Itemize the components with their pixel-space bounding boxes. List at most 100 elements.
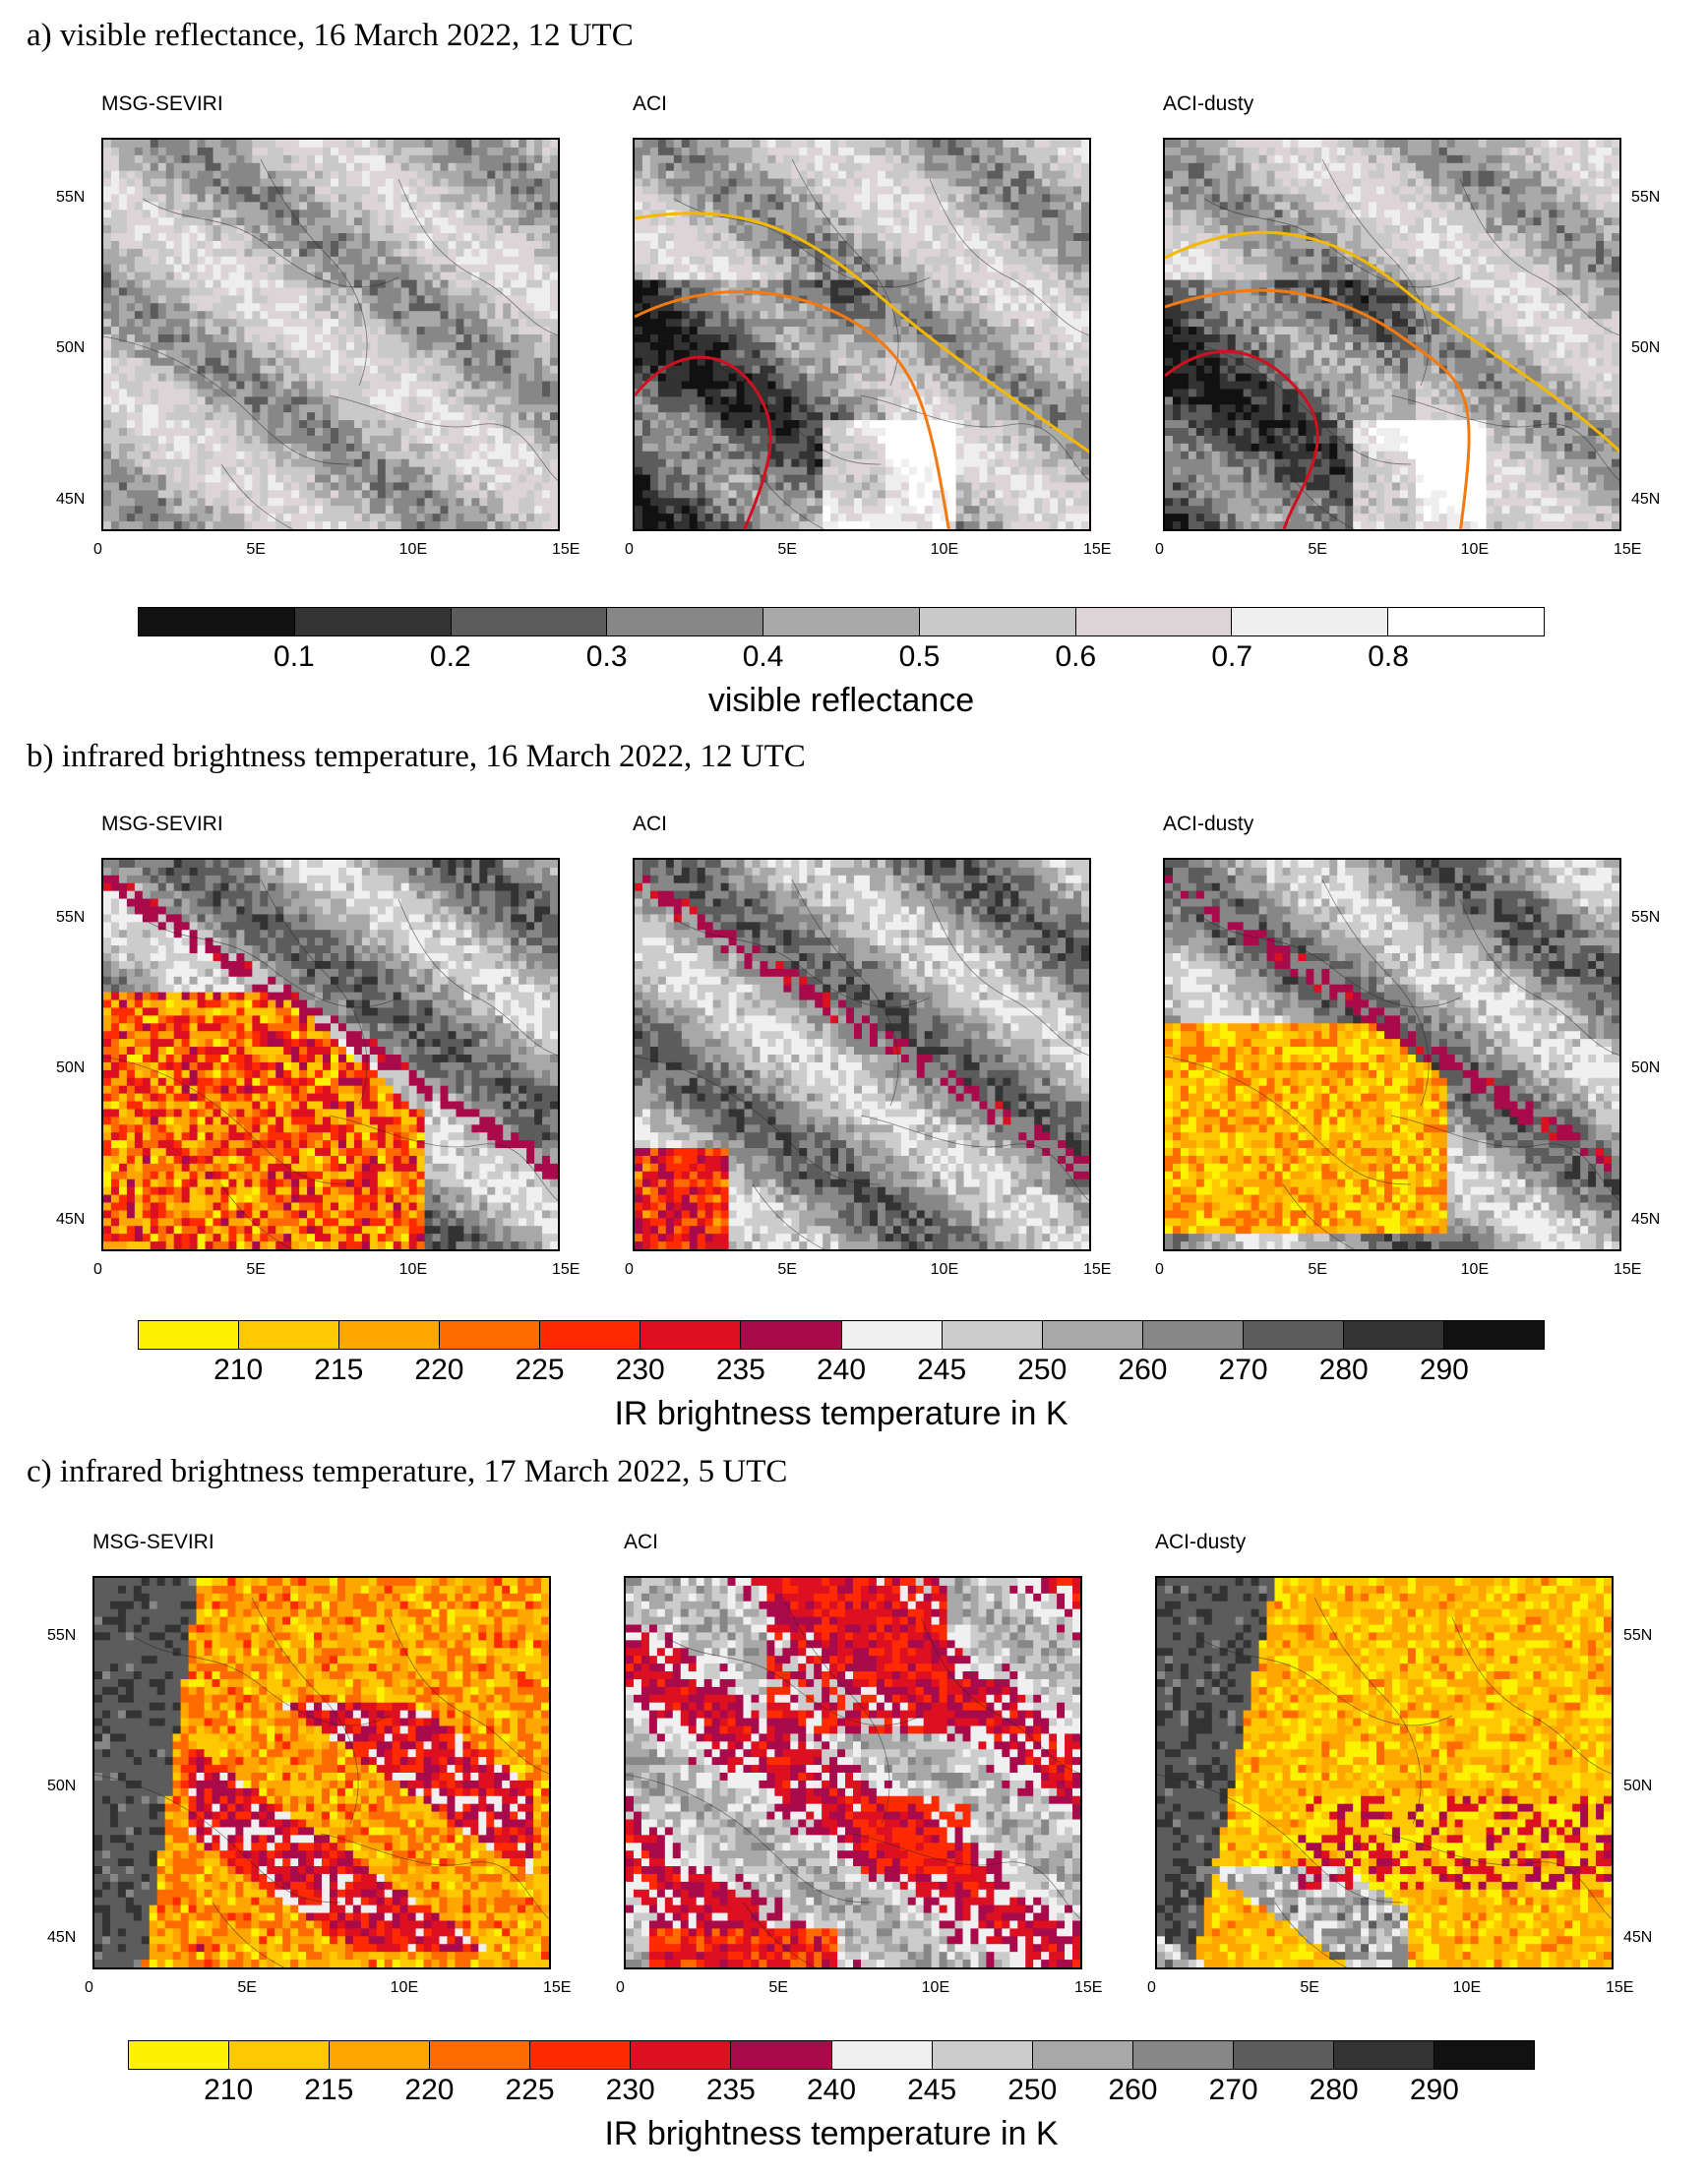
country-border-line [929,178,1089,336]
x-tick-label: 5E [777,1261,797,1279]
colorbar-segment [294,608,452,635]
colorbar-segment [831,2041,933,2069]
country-border-line [920,1616,1080,1775]
y-tick-label: 55N [1631,189,1660,207]
x-tick-label: 15E [552,1261,580,1279]
y-tick-label: 50N [56,339,85,357]
y-tick-label: 45N [56,491,85,509]
country-border-line [860,1115,1089,1201]
colorbar-tick-label: 270 [1219,1354,1268,1387]
contour-line [635,355,772,529]
x-tick-label: 0 [85,1979,93,1997]
y-tick-label: 55N [56,189,85,207]
colorbar-segment [1343,1321,1445,1349]
raster-field [1165,860,1619,1249]
x-tick-label: 10E [391,1979,418,1997]
colorbar-label: visible reflectance [708,682,974,720]
y-tick-label: 55N [56,909,85,927]
colorbar-tick-label: 225 [506,2074,555,2107]
colorbar-tick-label: 230 [606,2074,655,2107]
colorbar-segment [330,2041,431,2069]
x-tick-label: 15E [1614,1261,1641,1279]
colorbar-segment [440,1321,541,1349]
colorbar-segment [339,1321,441,1349]
colorbar-tick-label: 0.2 [430,640,471,674]
colorbar-tick-label: 0.3 [586,640,628,674]
y-tick-label: 45N [47,1929,76,1947]
colorbar-segment [540,1321,641,1349]
colorbar-segment [1444,1321,1545,1349]
country-border-line [397,898,558,1057]
colorbar-segment [1233,2041,1334,2069]
colorbar-tick-label: 210 [204,2074,253,2107]
country-border-line [851,1833,1080,1919]
colorbar-segment [1032,2041,1133,2069]
colorbar-segment [530,2041,632,2069]
panel-title: MSG-SEVIRI [92,1531,214,1554]
x-tick-label: 0 [93,541,102,559]
colorbar-segment [1333,2041,1435,2069]
raster-field [626,1578,1080,1967]
section-title: c) infrared brightness temperature, 17 M… [27,1454,787,1490]
raster-field [635,140,1089,529]
country-border-line [1274,1902,1348,1967]
panel-title: MSG-SEVIRI [101,92,223,116]
colorbar-tick-label: 260 [1108,2074,1157,2107]
colorbar-tick-label: 235 [706,2074,756,2107]
country-border-line [626,1774,873,1904]
colorbar-segment [239,1321,340,1349]
x-tick-label: 5E [246,1261,266,1279]
colorbar-segment [430,2041,531,2069]
raster-field [103,140,558,529]
x-tick-label: 10E [1461,1261,1489,1279]
country-border-line [1382,1833,1612,1919]
colorbar-tick-label: 0.1 [274,640,315,674]
country-border-line [133,1636,391,1726]
contour-line [1165,349,1319,529]
x-tick-label: 0 [93,1261,102,1279]
x-tick-label: 10E [931,1261,958,1279]
country-border-line [1390,394,1619,481]
x-tick-label: 5E [246,541,266,559]
x-tick-label: 15E [1083,541,1111,559]
y-tick-label: 45N [56,1211,85,1229]
country-border-line [94,1774,341,1904]
colorbar-segment [942,1321,1043,1349]
colorbar-segment [919,608,1076,635]
colorbar-tick-label: 245 [907,2074,956,2107]
colorbar-segment [841,1321,943,1349]
colorbar-segment [139,1321,240,1349]
country-border-line [142,198,399,288]
map-panel [101,138,560,531]
country-border-line [1459,178,1619,336]
colorbar-segment [932,2041,1033,2069]
colorbar-segment [607,608,764,635]
map-panel [633,858,1091,1251]
country-border-line [673,918,931,1008]
colorbar-tick-label: 210 [214,1354,263,1387]
raster-field [1157,1578,1612,1967]
section-title: a) visible reflectance, 16 March 2022, 1… [27,18,634,54]
colorbar-segment [1075,608,1233,635]
raster-field [103,860,558,1249]
contour-line [635,212,1089,454]
country-border-line [791,158,899,387]
colorbar-tick-label: 220 [404,2074,454,2107]
colorbar-segment [129,2041,230,2069]
colorbar [138,1320,1545,1350]
colorbar-tick-label: 215 [304,2074,353,2107]
country-border-line [212,1902,285,1967]
colorbar-tick-label: 250 [1017,1354,1067,1387]
x-tick-label: 0 [625,541,634,559]
x-tick-label: 15E [1074,1979,1102,1997]
colorbar-label: IR brightness temperature in K [604,2115,1058,2153]
x-tick-label: 5E [1308,1261,1327,1279]
colorbar-tick-label: 235 [716,1354,765,1387]
colorbar-segment [741,1321,842,1349]
colorbar-tick-label: 280 [1319,1354,1369,1387]
country-border-line [752,463,825,529]
colorbar-tick-label: 260 [1118,1354,1167,1387]
colorbar-segment [229,2041,331,2069]
colorbar-tick-label: 280 [1310,2074,1359,2107]
panel-title: ACI [633,92,667,116]
